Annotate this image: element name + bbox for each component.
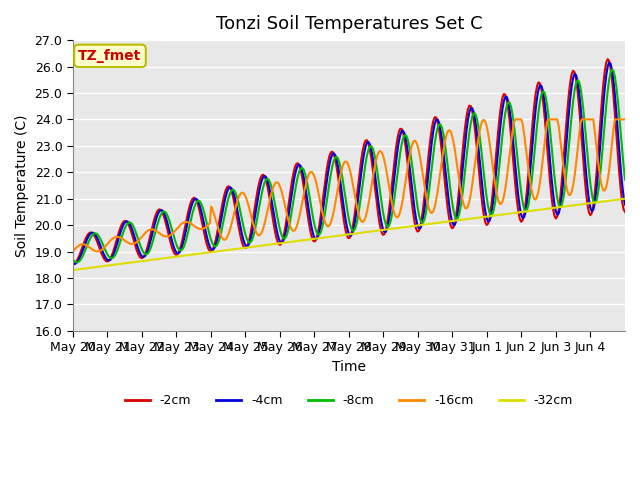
-2cm [105, 258, 113, 264]
-2cm [618, 199, 626, 204]
-4cm [464, 118, 472, 123]
-16cm [69, 249, 77, 254]
Title: Tonzi Soil Temperatures Set C: Tonzi Soil Temperatures Set C [216, 15, 482, 33]
-16cm [88, 246, 95, 252]
X-axis label: Time: Time [332, 360, 366, 374]
-4cm [89, 230, 97, 236]
-8cm [464, 142, 472, 148]
-32cm [105, 263, 113, 268]
-32cm [617, 196, 625, 202]
Line: -4cm: -4cm [73, 62, 625, 264]
-16cm [511, 117, 519, 122]
-8cm [89, 231, 97, 237]
-16cm [618, 117, 626, 122]
Legend: -2cm, -4cm, -8cm, -16cm, -32cm: -2cm, -4cm, -8cm, -16cm, -32cm [120, 389, 578, 412]
-8cm [546, 128, 554, 133]
-4cm [621, 202, 629, 207]
-8cm [106, 255, 114, 261]
-4cm [546, 158, 554, 164]
-2cm [353, 193, 361, 199]
-2cm [545, 162, 552, 168]
-2cm [621, 209, 629, 215]
Text: TZ_fmet: TZ_fmet [78, 49, 141, 63]
-32cm [621, 196, 629, 202]
Line: -8cm: -8cm [73, 69, 625, 262]
Line: -16cm: -16cm [73, 120, 625, 252]
-8cm [621, 177, 629, 182]
-8cm [74, 259, 81, 265]
-8cm [69, 256, 77, 262]
-4cm [605, 60, 613, 65]
-16cm [546, 117, 554, 122]
-8cm [355, 212, 362, 218]
Y-axis label: Soil Temperature (C): Soil Temperature (C) [15, 114, 29, 257]
-2cm [69, 262, 77, 268]
-2cm [604, 56, 612, 62]
-16cm [105, 240, 113, 245]
Line: -2cm: -2cm [73, 59, 625, 265]
-32cm [545, 205, 552, 211]
-16cm [463, 206, 470, 212]
-2cm [463, 114, 470, 120]
-4cm [69, 261, 77, 266]
-4cm [355, 194, 362, 200]
-8cm [608, 66, 616, 72]
-32cm [353, 230, 361, 236]
-32cm [88, 265, 95, 271]
-32cm [463, 216, 470, 222]
-4cm [106, 257, 114, 263]
-32cm [69, 267, 77, 273]
-16cm [353, 204, 361, 209]
-16cm [621, 117, 629, 122]
-4cm [620, 193, 627, 199]
Line: -32cm: -32cm [73, 199, 625, 270]
-8cm [620, 163, 627, 168]
-4cm [70, 261, 78, 267]
-2cm [88, 230, 95, 236]
